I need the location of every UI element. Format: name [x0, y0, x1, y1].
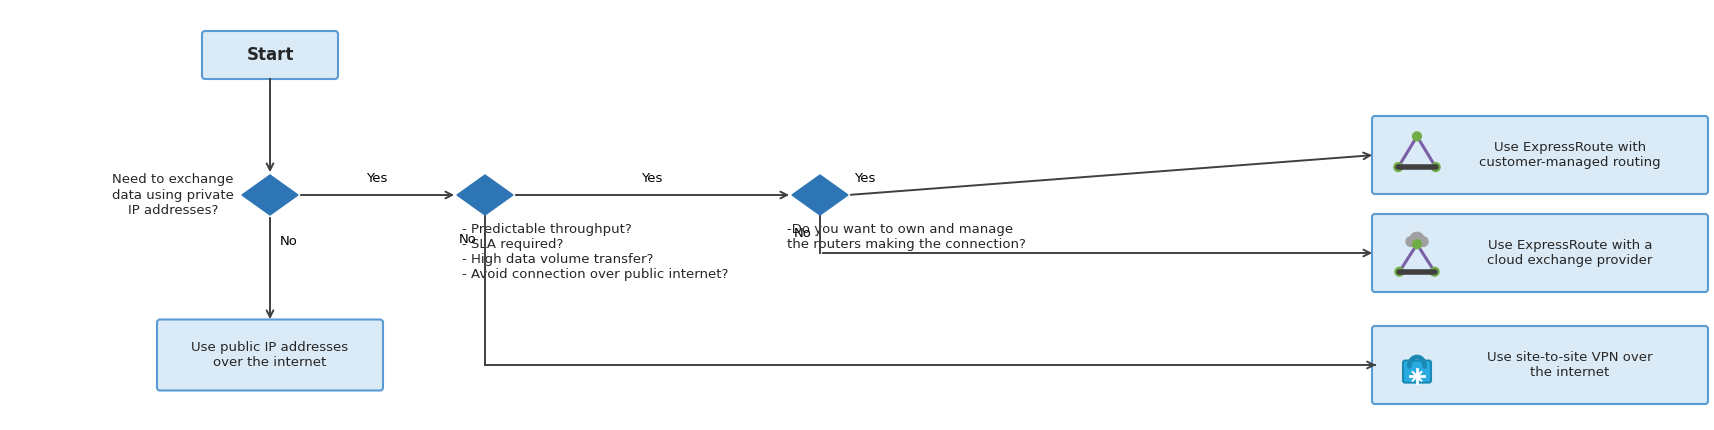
Text: No: No — [279, 235, 298, 248]
Text: Use public IP addresses
over the internet: Use public IP addresses over the interne… — [192, 341, 348, 369]
Text: Use site-to-site VPN over
the internet: Use site-to-site VPN over the internet — [1486, 351, 1652, 379]
Text: Yes: Yes — [854, 172, 874, 185]
Circle shape — [1429, 267, 1438, 276]
Text: Yes: Yes — [367, 172, 387, 185]
FancyBboxPatch shape — [1402, 361, 1429, 383]
Circle shape — [1417, 237, 1428, 246]
Text: Need to exchange
data using private
IP addresses?: Need to exchange data using private IP a… — [111, 173, 233, 216]
Text: No: No — [459, 233, 476, 246]
Circle shape — [1412, 132, 1421, 141]
Polygon shape — [456, 175, 512, 215]
Polygon shape — [242, 175, 298, 215]
FancyBboxPatch shape — [158, 319, 382, 390]
Text: No: No — [794, 227, 811, 240]
FancyBboxPatch shape — [1371, 326, 1707, 404]
Circle shape — [1393, 267, 1404, 276]
Circle shape — [1409, 232, 1423, 246]
Text: Start: Start — [247, 46, 293, 64]
FancyBboxPatch shape — [1371, 116, 1707, 194]
Circle shape — [1412, 240, 1421, 249]
Circle shape — [1405, 237, 1414, 246]
Circle shape — [1411, 237, 1421, 248]
Polygon shape — [792, 175, 847, 215]
Text: Use ExpressRoute with
customer-managed routing: Use ExpressRoute with customer-managed r… — [1477, 141, 1659, 169]
Text: Yes: Yes — [641, 172, 662, 185]
Text: -Do you want to own and manage
the routers making the connection?: -Do you want to own and manage the route… — [787, 223, 1025, 251]
FancyBboxPatch shape — [202, 31, 338, 79]
Text: - Predictable throughput?
- SLA required?
- High data volume transfer?
- Avoid c: - Predictable throughput? - SLA required… — [461, 223, 728, 281]
FancyBboxPatch shape — [1371, 214, 1707, 292]
Circle shape — [1393, 163, 1402, 172]
Circle shape — [1431, 163, 1440, 172]
Text: Use ExpressRoute with a
cloud exchange provider: Use ExpressRoute with a cloud exchange p… — [1486, 239, 1652, 267]
